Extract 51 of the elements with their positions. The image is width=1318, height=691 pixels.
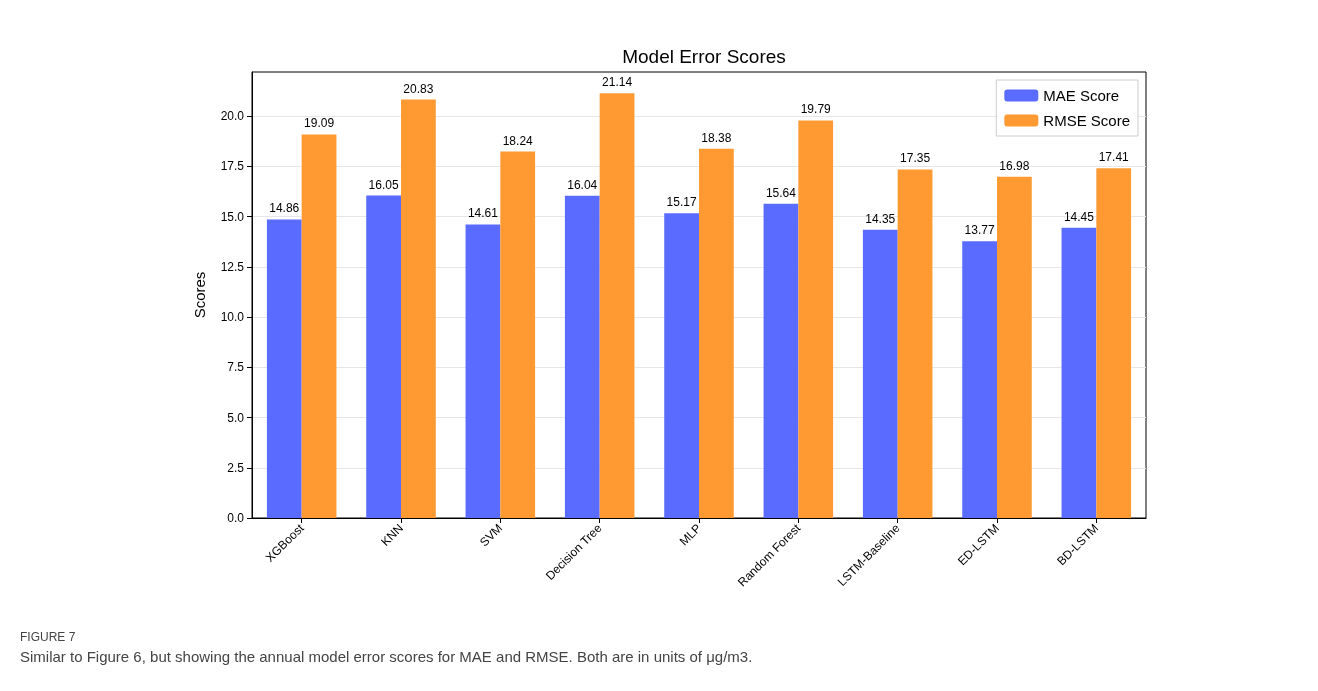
data-label: 14.86 [269,201,300,216]
data-label: 16.05 [368,177,399,192]
text: Similar to Figure 6, but showing the annual model error scores for MAE and RMSE. Both are in units of μg/m3. [20,648,754,665]
data-label: 15.64 [765,185,797,200]
y-tick-label: 20.0 [220,109,245,124]
bar [1096,168,1132,518]
data-label: 16.98 [999,158,1030,173]
bar [500,151,536,518]
bar [997,176,1032,518]
data-label: 21.14 [602,75,633,90]
bar [266,219,302,518]
y-tick-label: 5.0 [227,410,245,425]
data-label: 14.45 [1063,209,1095,224]
y-tick-label: 0.0 [227,511,245,525]
data-label: 18.38 [701,130,732,145]
y-tick-label: 12.5 [220,259,245,274]
data-label: 14.61 [467,206,499,221]
y-tick-label: 2.5 [227,460,245,475]
bar [301,134,337,518]
data-label: 19.79 [800,102,832,117]
bar [798,120,834,518]
bar [664,213,699,518]
bar [1061,227,1097,518]
y-tick-label: 15.0 [220,209,245,224]
legend-label: RMSE Score [1043,112,1131,129]
chart-title: Model Error Scores [622,46,786,67]
data-label: 14.35 [865,211,896,226]
y-tick-label: 7.5 [227,360,245,375]
data-label: 16.04 [567,177,598,192]
legend-label: MAE Score [1043,87,1120,104]
bar [962,241,997,518]
y-tick-label: 10.0 [220,310,245,325]
data-label: 17.35 [900,151,931,166]
bar [564,195,600,518]
bar [599,93,635,518]
data-label: 13.77 [964,223,995,238]
bar [465,224,501,518]
bar [862,229,898,518]
data-label: 15.17 [666,195,697,210]
data-label: 17.41 [1098,150,1130,165]
bar [699,148,734,518]
y-axis-title: Scores [191,271,208,319]
bar [401,99,436,518]
data-label: 18.24 [502,133,534,148]
data-label: 19.09 [304,116,335,131]
y-tick-label: 17.5 [220,159,245,174]
data-label: 20.83 [403,81,434,96]
caption: FIGURE 7 [20,630,77,644]
bar [897,169,933,518]
bar [763,203,799,518]
bar [366,195,401,518]
